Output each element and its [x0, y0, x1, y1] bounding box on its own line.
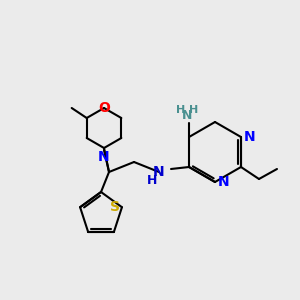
Text: N: N: [218, 175, 230, 189]
Text: H: H: [189, 105, 199, 115]
Text: N: N: [98, 150, 110, 164]
Text: N: N: [182, 109, 192, 122]
Text: H: H: [176, 105, 186, 115]
Text: N: N: [153, 165, 165, 179]
Text: N: N: [244, 130, 256, 144]
Text: H: H: [147, 173, 157, 187]
Text: O: O: [98, 101, 110, 115]
Text: S: S: [110, 200, 120, 214]
